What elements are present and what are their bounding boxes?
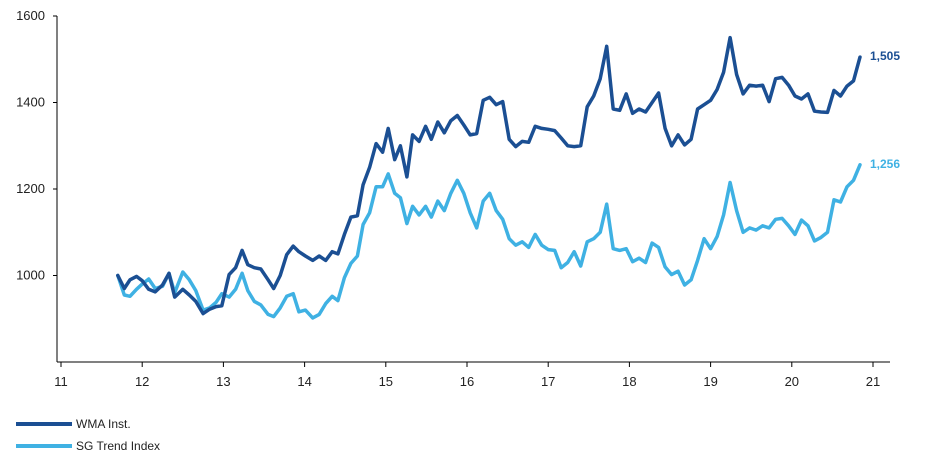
legend-label-sg-trend: SG Trend Index (76, 439, 160, 453)
y-tick-label: 1200 (16, 181, 45, 196)
line-chart: 1000 1200 1400 1600 11 12 13 14 15 16 17 18 19 20 21 1… (0, 0, 950, 410)
x-tick-label: 20 (785, 374, 799, 389)
legend-swatch-sg-trend (16, 444, 72, 448)
x-tick-label: 14 (297, 374, 311, 389)
legend-label-wma: WMA Inst. (76, 417, 131, 431)
x-tick-label: 13 (216, 374, 230, 389)
x-tick-label: 21 (866, 374, 880, 389)
x-tick-label: 16 (460, 374, 474, 389)
series-line-0 (118, 38, 860, 314)
series-end-label-1: 1,256 (870, 157, 900, 171)
x-tick-label: 19 (703, 374, 717, 389)
x-tick-label: 15 (379, 374, 393, 389)
y-tick-label: 1000 (16, 268, 45, 283)
y-tick-label: 1600 (16, 8, 45, 23)
series-lines (118, 38, 860, 318)
x-tick-label: 17 (541, 374, 555, 389)
legend-item-sg-trend: SG Trend Index (16, 436, 160, 456)
axes: 1000 1200 1400 1600 11 12 13 14 15 16 17 18 19 20 21 (16, 8, 890, 389)
legend-item-wma: WMA Inst. (16, 414, 160, 434)
series-line-1 (118, 165, 860, 318)
x-tick-label: 11 (54, 374, 68, 389)
x-tick-label: 12 (135, 374, 149, 389)
legend: WMA Inst. SG Trend Index (16, 414, 160, 458)
legend-swatch-wma (16, 422, 72, 426)
end-labels: 1,256 1,505 (870, 49, 900, 171)
series-end-label-0: 1,505 (870, 49, 900, 63)
y-tick-label: 1400 (16, 95, 45, 110)
x-tick-label: 18 (622, 374, 636, 389)
